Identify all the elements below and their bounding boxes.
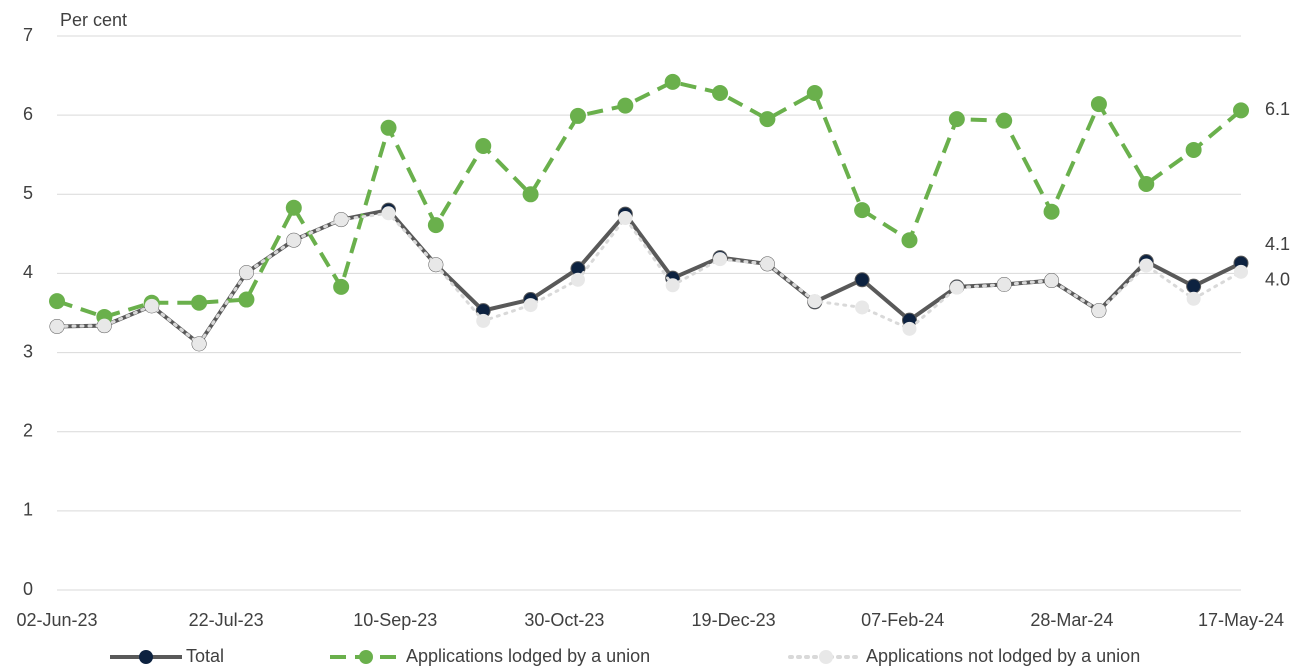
marker [50,319,64,334]
y-tick-label: 7 [23,25,33,45]
x-tick-label: 30-Oct-23 [524,610,604,630]
value-label: 4.0 [1265,270,1290,290]
marker [97,318,112,333]
marker [712,84,729,101]
y-tick-label: 4 [23,262,33,282]
y-axis-label: Per cent [60,10,127,30]
legend-label: Total [186,646,224,666]
x-tick-label: 19-Dec-23 [692,610,776,630]
marker [948,111,965,128]
marker [285,199,302,216]
marker [854,272,870,288]
marker [618,211,633,226]
x-tick-label: 02-Jun-23 [16,610,97,630]
marker [1233,102,1249,119]
marker [428,257,443,272]
marker [239,265,254,280]
marker [1139,258,1154,273]
marker [1186,291,1201,306]
marker [1043,203,1060,220]
marker [807,294,822,309]
value-label: 6.1 [1265,99,1290,119]
marker [902,321,917,336]
y-tick-label: 2 [23,420,33,440]
marker [854,202,871,219]
marker [901,232,918,249]
marker [713,252,728,267]
y-tick-label: 1 [23,500,33,520]
y-tick-label: 0 [23,579,33,599]
marker [1185,141,1202,158]
marker [192,336,207,351]
series: 4.1 [49,202,1290,352]
marker [476,313,491,328]
marker [381,206,396,221]
marker [475,138,492,155]
legend-marker [139,650,153,664]
line [56,207,1242,347]
marker [664,73,681,90]
marker [334,212,349,227]
marker [191,294,208,311]
legend-item: Applications not lodged by a union [788,646,1140,666]
legend-label: Applications not lodged by a union [866,646,1140,666]
line [55,211,1243,347]
marker [1234,264,1248,279]
x-tick-label: 07-Feb-24 [861,610,944,630]
marker [380,119,397,136]
marker [1138,175,1155,192]
x-tick-label: 28-Mar-24 [1030,610,1113,630]
series: 4.0 [50,206,1290,351]
marker [144,298,159,313]
line [56,79,1243,320]
marker [49,293,65,310]
marker [997,277,1012,292]
marker [238,291,255,308]
x-tick-label: 22-Jul-23 [189,610,264,630]
marker [855,300,870,315]
marker [665,278,680,293]
y-tick-label: 6 [23,104,33,124]
marker [759,111,776,128]
marker [1091,303,1106,318]
marker [806,84,823,101]
x-tick-label: 17-May-24 [1198,610,1284,630]
value-label: 4.1 [1265,234,1290,254]
marker [569,107,586,124]
y-tick-label: 5 [23,183,33,203]
y-tick-label: 3 [23,341,33,361]
legend-item: Applications lodged by a union [330,646,650,666]
marker [1186,278,1202,294]
marker [996,112,1013,129]
marker [523,298,538,313]
marker [1044,273,1059,288]
marker [1090,96,1107,113]
marker [522,186,539,203]
x-tick-label: 10-Sep-23 [353,610,437,630]
legend-item: Total [110,646,224,666]
marker [570,272,585,287]
marker [949,280,964,295]
legend-label: Applications lodged by a union [406,646,650,666]
marker [333,278,350,295]
legend-marker [359,650,373,664]
marker [760,256,775,271]
marker [427,217,444,234]
marker [617,97,634,114]
legend-marker [819,650,833,664]
marker [286,233,301,248]
